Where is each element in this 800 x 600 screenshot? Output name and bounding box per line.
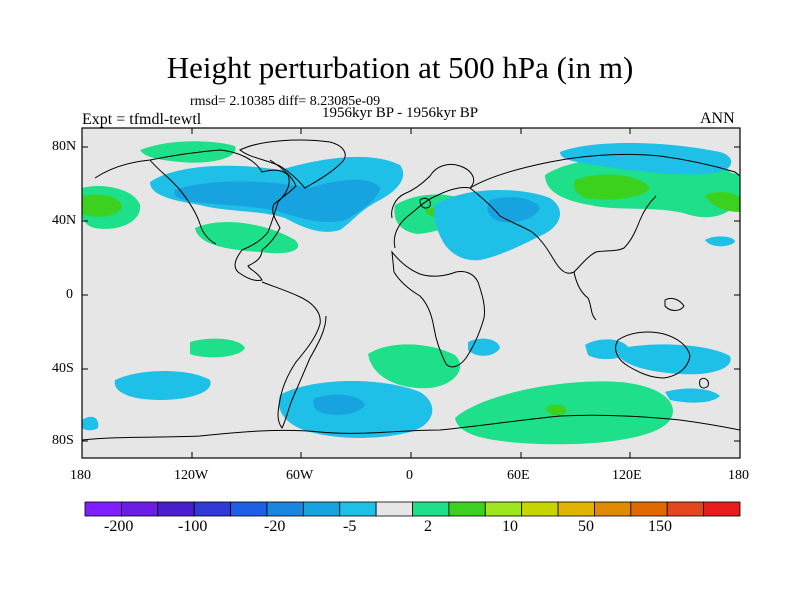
time-label: 1956kyr BP - 1956kyr BP bbox=[322, 105, 479, 121]
colorbar-cell bbox=[375, 501, 413, 517]
colorbar-cell bbox=[630, 501, 668, 517]
axis-ticks bbox=[82, 128, 740, 458]
colorbar-cell bbox=[120, 501, 159, 517]
colorbar-label: 10 bbox=[502, 518, 518, 535]
colorbar-label: 150 bbox=[648, 518, 672, 535]
colorbar-label: -100 bbox=[178, 518, 208, 535]
colorbar-label: 2 bbox=[424, 518, 432, 535]
colorbar-label: -200 bbox=[104, 518, 134, 535]
lon-label-180e: 180 bbox=[728, 468, 749, 483]
lat-label-40n: 40N bbox=[52, 213, 77, 228]
colorbar-cell bbox=[557, 501, 595, 517]
colorbar-cell bbox=[412, 501, 450, 517]
colorbar-cell bbox=[339, 501, 377, 517]
lon-label-120w: 120W bbox=[174, 468, 209, 483]
lon-label-0: 0 bbox=[406, 468, 413, 483]
lat-label-80n: 80N bbox=[52, 139, 77, 154]
strong-positive-anomaly-regions bbox=[82, 174, 740, 416]
colorbar-cell bbox=[448, 501, 486, 517]
colorbar-cell bbox=[594, 501, 632, 517]
perturbation-fields bbox=[82, 141, 740, 445]
season-label: ANN bbox=[700, 110, 735, 127]
colorbar-label: -5 bbox=[343, 518, 357, 535]
stats-label: rmsd= 2.10385 diff= 8.23085e-09 bbox=[190, 94, 381, 109]
colorbar-cell bbox=[157, 501, 195, 517]
lon-label-120e: 120E bbox=[612, 468, 642, 483]
colorbar-cell bbox=[84, 501, 122, 517]
colorbar-cell bbox=[266, 501, 304, 517]
experiment-label: Expt = tfmdl-tewtl bbox=[82, 111, 202, 128]
colorbar-cell bbox=[484, 501, 523, 517]
lon-label-180w: 180 bbox=[70, 468, 91, 483]
colorbar-label: -20 bbox=[264, 518, 286, 535]
lon-label-60e: 60E bbox=[507, 468, 530, 483]
colorbar-cells bbox=[84, 501, 741, 517]
colorbar-cell bbox=[666, 501, 705, 517]
map-title: Height perturbation at 500 hPa (in m) bbox=[166, 50, 634, 85]
colorbar-label: 50 bbox=[578, 518, 594, 535]
lat-label-0: 0 bbox=[66, 287, 73, 302]
lat-label-80s: 80S bbox=[52, 433, 74, 448]
coastlines bbox=[82, 139, 740, 441]
colorbar-cell bbox=[302, 501, 341, 517]
colorbar-cell bbox=[193, 501, 231, 517]
colorbar-cell bbox=[703, 501, 741, 517]
lat-label-40s: 40S bbox=[52, 361, 74, 376]
colorbar-cell bbox=[230, 501, 268, 517]
colorbar-cell bbox=[521, 501, 559, 517]
lon-label-60w: 60W bbox=[286, 468, 314, 483]
